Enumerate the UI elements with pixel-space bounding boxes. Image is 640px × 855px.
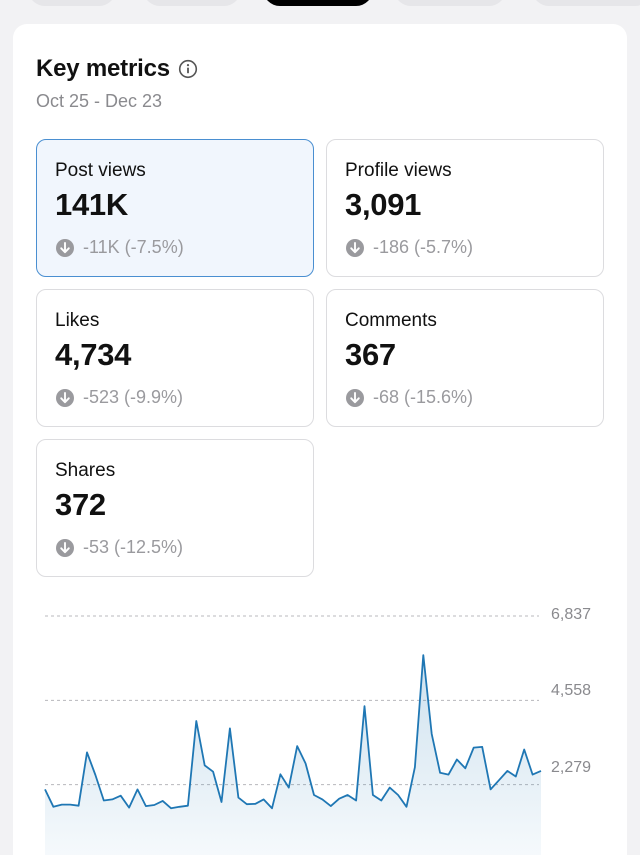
metric-change-text: -186 (-5.7%) (373, 237, 474, 257)
arrow-down-circle-icon (56, 238, 74, 257)
key-metrics-card: Key metrics Oct 25 - Dec 23 Post views 1… (13, 24, 627, 855)
metric-label: Post views (55, 160, 146, 181)
metric-value: 4,734 (55, 337, 132, 372)
metric-change-text: -68 (-15.6%) (373, 387, 474, 407)
chart-area (45, 655, 541, 855)
metric-value: 3,091 (345, 187, 422, 222)
card-title: Key metrics (36, 55, 170, 82)
metric-label: Profile views (345, 160, 452, 181)
metric-change-text: -53 (-12.5%) (83, 537, 184, 557)
y-tick-label: 2,279 (551, 759, 592, 776)
tab-chip[interactable] (532, 0, 640, 6)
chart-line (44, 654, 542, 810)
metric-change-text: -523 (-9.9%) (83, 387, 184, 407)
tab-chip-active[interactable] (263, 0, 373, 6)
metric-value: 372 (55, 487, 106, 522)
card-header: Key metrics (36, 55, 198, 83)
post-views-chart: 6,837 4,558 2,279 (13, 584, 627, 855)
tab-chip[interactable] (143, 0, 241, 6)
metric-change-text: -11K (-7.5%) (83, 237, 184, 257)
metric-label: Likes (55, 310, 100, 331)
metric-value: 141K (55, 187, 128, 222)
metric-shares[interactable]: Shares 372 -53 (-12.5%) (36, 439, 314, 577)
y-tick-label: 4,558 (551, 682, 592, 699)
metric-change: -68 (-15.6%) (345, 387, 473, 408)
metric-label: Shares (55, 460, 116, 481)
tab-chip[interactable] (28, 0, 116, 6)
metric-change: -523 (-9.9%) (55, 387, 183, 408)
tab-chip[interactable] (394, 0, 506, 6)
metric-change: -53 (-12.5%) (55, 537, 183, 558)
metric-change: -186 (-5.7%) (345, 237, 473, 258)
metric-likes[interactable]: Likes 4,734 -523 (-9.9%) (36, 289, 314, 427)
info-icon[interactable] (178, 59, 198, 79)
arrow-down-circle-icon (56, 388, 74, 407)
chart-svg (44, 615, 542, 855)
date-range: Oct 25 - Dec 23 (36, 91, 163, 111)
metric-comments[interactable]: Comments 367 -68 (-15.6%) (326, 289, 604, 427)
metric-label: Comments (345, 310, 437, 331)
metric-post-views[interactable]: Post views 141K -11K (-7.5%) (36, 139, 314, 277)
arrow-down-circle-icon (346, 388, 364, 407)
y-tick-label: 6,837 (551, 606, 592, 623)
metric-value: 367 (345, 337, 396, 372)
arrow-down-circle-icon (346, 238, 364, 257)
metric-profile-views[interactable]: Profile views 3,091 -186 (-5.7%) (326, 139, 604, 277)
arrow-down-circle-icon (56, 538, 74, 557)
metric-change: -11K (-7.5%) (55, 237, 184, 258)
